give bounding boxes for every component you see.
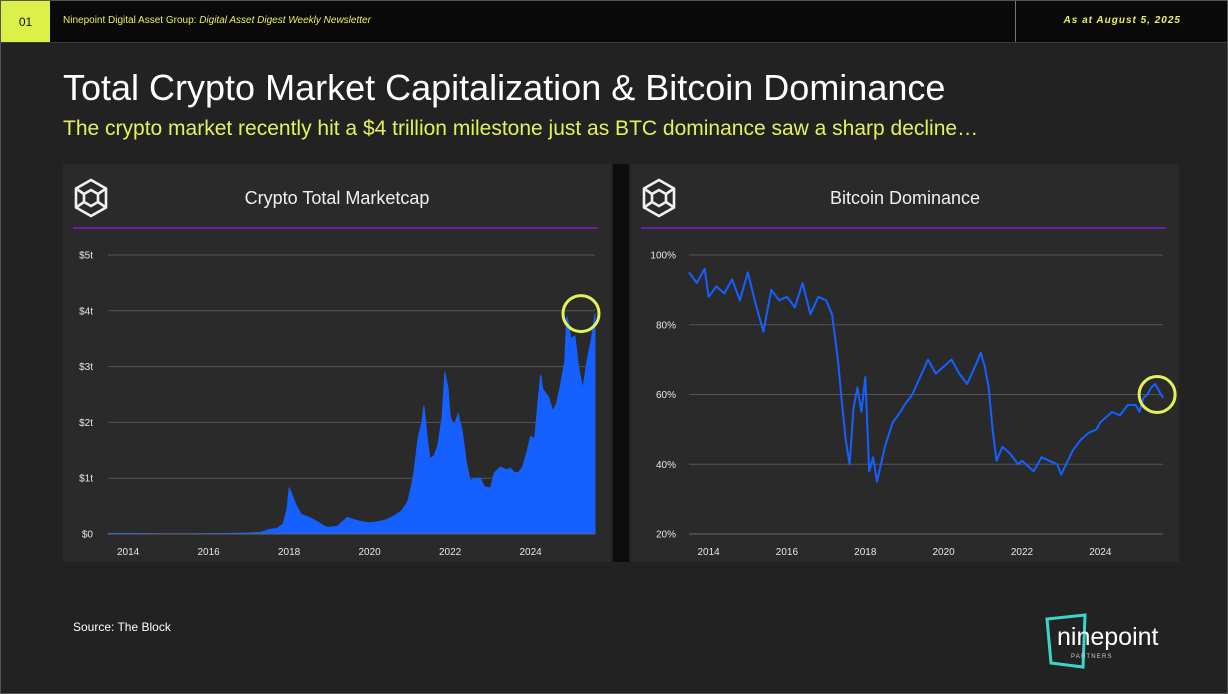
y-tick-label: $1t [79, 474, 93, 485]
page-number: 01 [1, 1, 50, 42]
y-tick-label: $5t [79, 251, 93, 262]
y-tick-label: 80% [656, 320, 676, 331]
chart-title: Crypto Total Marketcap [244, 188, 430, 208]
x-tick-label: 2024 [519, 547, 542, 558]
x-tick-label: 2020 [358, 547, 381, 558]
ninepoint-logo-mark-icon [1045, 613, 1087, 669]
chart-title-underline [73, 227, 598, 229]
x-tick-label: 2018 [854, 547, 877, 558]
series-line [688, 267, 1164, 483]
org-name: Ninepoint Digital Asset Group: [63, 15, 197, 26]
brand-tagline: PARTNERS [1071, 654, 1113, 660]
x-tick-label: 2022 [439, 547, 462, 558]
y-tick-label: $3t [79, 362, 93, 373]
header-divider [1015, 1, 1016, 42]
marketcap-panel: Crypto Total Marketcap $0 $1t $2t $3t $4t $5t… [63, 164, 611, 562]
source-note: Source: The Block [73, 620, 171, 634]
ninepoint-logo: ninepoint PARTNERS [1045, 613, 1159, 669]
x-tick-label: 2022 [1011, 547, 1034, 558]
series-area [107, 313, 596, 535]
y-tick-label: 20% [656, 530, 676, 541]
x-tick-label: 2014 [117, 547, 140, 558]
x-tick-label: 2016 [197, 547, 220, 558]
highlight-circle [561, 294, 601, 334]
dominance-panel: Bitcoin Dominance 20% 40% 60% 80% 100% 2014 20… [631, 164, 1179, 562]
y-tick-label: $2t [79, 418, 93, 429]
header-bar: 01 Ninepoint Digital Asset Group: Digita… [1, 1, 1227, 43]
highlight-circle [1137, 375, 1177, 414]
newsletter-header: Ninepoint Digital Asset Group: Digital A… [63, 15, 371, 26]
y-tick-label: 100% [650, 251, 676, 262]
brand-name: ninepoint [1057, 623, 1159, 651]
x-tick-label: 2024 [1089, 547, 1112, 558]
slide-title: Total Crypto Market Capitalization & Bit… [63, 67, 946, 108]
the-block-logo-icon [74, 178, 108, 218]
x-tick-label: 2020 [933, 547, 956, 558]
marketcap-chart: $0 $1t $2t $3t $4t $5t 2014 2016 2018 2020 2022 202… [79, 251, 601, 558]
x-tick-label: 2016 [776, 547, 799, 558]
publication-name: Digital Asset Digest Weekly Newsletter [199, 15, 371, 26]
x-tick-label: 2014 [697, 547, 720, 558]
dominance-chart: 20% 40% 60% 80% 100% 2014 2016 2018 2020 2022 2024 [650, 251, 1177, 558]
y-tick-label: $0 [82, 530, 94, 541]
header-date: As at August 5, 2025 [1063, 15, 1181, 26]
chart-title-underline [641, 227, 1166, 229]
y-tick-label: $4t [79, 306, 93, 317]
slide-subtitle: The crypto market recently hit a $4 tril… [63, 117, 979, 140]
the-block-logo-icon [642, 178, 676, 218]
panel-separator [613, 164, 629, 562]
chart-title: Bitcoin Dominance [829, 188, 981, 208]
y-tick-label: 40% [656, 460, 676, 471]
x-tick-label: 2018 [278, 547, 301, 558]
y-tick-label: 60% [656, 390, 676, 401]
